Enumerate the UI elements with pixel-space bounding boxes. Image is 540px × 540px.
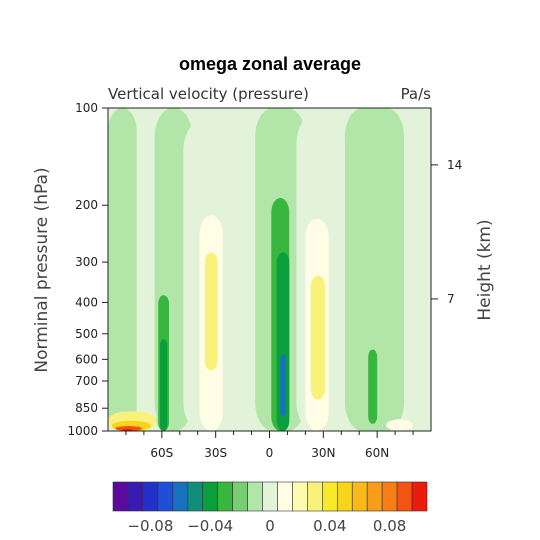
units-label: Pa/s (401, 85, 432, 103)
y-tick-label-8: 1000 (67, 424, 98, 438)
contour-region-25 (386, 419, 414, 431)
y-tick-label-3: 400 (75, 295, 98, 309)
colorbar-label-2: 0 (265, 517, 275, 535)
colorbar-swatch-4 (172, 481, 189, 512)
x-tick-label-4: 60N (365, 446, 389, 460)
colorbar-swatch-20 (411, 481, 428, 512)
y-tick-label-5: 600 (75, 352, 98, 366)
colorbar-swatch-16 (351, 481, 368, 512)
colorbar-swatch-8 (232, 481, 248, 512)
y-tick-label-6: 700 (75, 374, 98, 388)
colorbar-swatch-18 (381, 481, 398, 512)
contour-region-9 (160, 339, 168, 431)
y-tick-label-1: 200 (75, 198, 98, 212)
colorbar-label-4: 0.08 (373, 517, 406, 535)
right-tick-label-0: 14 (447, 158, 462, 172)
contour-region-1 (108, 108, 137, 431)
colorbar-swatch-19 (396, 481, 413, 512)
colorbar-swatch-17 (366, 481, 383, 512)
x-tick-label-3: 30N (311, 446, 335, 460)
colorbar-swatch-13 (307, 481, 323, 512)
y-tick-label-2: 300 (75, 255, 98, 269)
contour-region-16 (280, 354, 286, 417)
colorbar-swatch-2 (142, 481, 159, 512)
colorbar-swatch-10 (262, 481, 278, 512)
colorbar-label-1: −0.04 (187, 517, 233, 535)
chart-title: omega zonal average (179, 54, 361, 74)
colorbar-swatch-14 (322, 481, 338, 512)
colorbar-swatch-3 (157, 481, 174, 512)
colorbar-swatch-0 (112, 481, 129, 512)
y-axis-title: Norminal pressure (hPa) (32, 167, 52, 372)
x-tick-label-2: 0 (266, 446, 274, 460)
axes: 60S 30S 0 30N 60N 100 200 300 400 500 600 700 850 100… (67, 101, 462, 460)
right-tick-label-1: 7 (447, 292, 455, 306)
x-tick-label-1: 30S (204, 446, 227, 460)
colorbar-label-0: −0.08 (127, 517, 173, 535)
contour-field (108, 108, 431, 431)
colorbar-swatch-5 (187, 481, 204, 512)
colorbar-swatch-1 (127, 481, 144, 512)
contour-region-18 (310, 275, 326, 400)
contour-region-23 (115, 426, 143, 431)
right-axis-title: Height (km) (475, 219, 495, 320)
colorbar-swatch-15 (336, 481, 353, 512)
colorbar-swatch-7 (217, 481, 233, 512)
y-tick-label-7: 850 (75, 401, 98, 415)
x-tick-label-0: 60S (150, 446, 173, 460)
colorbar-label-3: 0.04 (313, 517, 346, 535)
contour-region-20 (368, 349, 378, 424)
colorbar-swatch-11 (277, 481, 293, 512)
colorbar-swatch-12 (292, 481, 308, 512)
colorbar-swatch-6 (202, 481, 218, 512)
colorbar-swatch-9 (247, 481, 263, 512)
colorbar: −0.08 −0.04 0 0.04 0.08 (112, 481, 428, 535)
chart-subtitle: Vertical velocity (pressure) (108, 85, 309, 103)
y-tick-label-0: 100 (75, 101, 98, 115)
contour-region-4 (344, 108, 405, 431)
contour-region-11 (204, 252, 218, 371)
y-tick-label-4: 500 (75, 327, 98, 341)
contour-region-24 (122, 428, 134, 431)
